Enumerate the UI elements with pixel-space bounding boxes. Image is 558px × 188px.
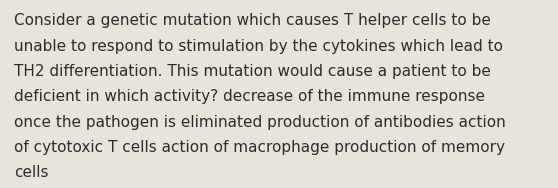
Text: once the pathogen is eliminated production of antibodies action: once the pathogen is eliminated producti… bbox=[14, 115, 506, 130]
Text: cells: cells bbox=[14, 165, 49, 180]
Text: TH2 differentiation. This mutation would cause a patient to be: TH2 differentiation. This mutation would… bbox=[14, 64, 491, 79]
Text: deficient in which activity? decrease of the immune response: deficient in which activity? decrease of… bbox=[14, 89, 485, 104]
Text: Consider a genetic mutation which causes T helper cells to be: Consider a genetic mutation which causes… bbox=[14, 13, 491, 28]
Text: of cytotoxic T cells action of macrophage production of memory: of cytotoxic T cells action of macrophag… bbox=[14, 140, 505, 155]
Text: unable to respond to stimulation by the cytokines which lead to: unable to respond to stimulation by the … bbox=[14, 39, 503, 54]
